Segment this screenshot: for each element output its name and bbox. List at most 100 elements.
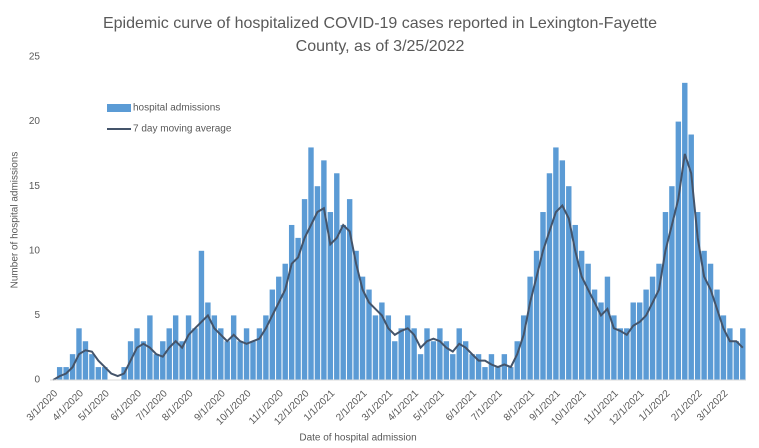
legend-label: 7 day moving average [133,124,232,135]
bar [694,212,701,380]
bar [585,263,591,380]
bar [346,199,353,380]
bar [411,328,417,380]
bar [533,250,540,380]
bar [301,199,308,380]
y-tick-label: 0 [34,375,40,386]
bar [243,328,250,380]
bar [218,328,224,380]
y-tick-label: 20 [29,116,41,127]
bar [282,263,288,380]
bar [462,341,469,380]
bar [566,186,572,380]
bar [366,289,372,380]
bar [192,328,198,380]
bar [237,341,243,380]
bar [179,341,185,380]
bar [591,289,598,380]
y-tick-label: 5 [34,310,40,321]
bar [153,354,160,380]
bar [624,328,630,380]
bar [256,328,263,380]
bar [166,328,172,380]
bar [185,315,192,380]
bar [250,341,256,380]
bar [321,160,327,380]
bar [669,186,675,380]
bar [385,315,392,380]
bar [553,147,559,380]
bar [611,315,617,380]
bar [134,328,140,380]
bar [733,341,740,380]
bar [636,302,643,380]
bar [720,315,727,380]
bar [102,367,108,380]
bar [546,173,553,380]
bar [82,341,89,380]
bar [198,250,205,380]
bar [359,276,366,380]
bar [437,328,443,380]
bar [482,367,488,380]
bar [340,224,346,380]
bar [314,186,321,380]
bar [276,276,282,380]
bar [508,367,514,380]
bar [682,82,688,380]
y-tick-label: 15 [29,181,41,192]
bar [656,263,662,380]
bar [740,328,746,380]
x-axis-label: Date of hospital admission [299,433,416,444]
moving-average-line [52,153,744,381]
bar [288,224,295,380]
bar [630,302,636,380]
bar [643,289,649,380]
bar [495,367,501,380]
bar [327,212,334,380]
bar [398,328,404,380]
bar [450,354,456,380]
bar [430,341,437,380]
bar [572,224,578,380]
bar [417,354,424,380]
bar [160,341,166,380]
bar [379,302,385,380]
bar [578,250,585,380]
bar [295,237,301,380]
bar [540,212,546,380]
bar [649,276,656,380]
y-axis-label: Number of hospital admissions [10,152,21,289]
bar [56,367,63,380]
bar [469,354,475,380]
bar [488,354,495,380]
bar [95,367,102,380]
bar [701,250,707,380]
bar [675,121,682,380]
bar [353,250,359,380]
bar [520,315,527,380]
legend-label: hospital admissions [133,103,220,114]
bar [662,212,669,380]
bar [263,315,269,380]
bar [269,289,276,380]
bar [372,315,379,380]
bar [475,354,482,380]
legend-swatch [107,104,131,112]
bar [688,134,694,380]
bar [443,341,450,380]
bar [224,341,230,380]
bar [727,328,733,380]
bar [501,354,508,380]
bar [598,302,604,380]
bar [334,173,340,380]
bar [559,160,566,380]
bar [89,354,95,380]
bar [527,276,533,380]
bar [617,328,624,380]
bar [392,341,398,380]
chart-title: Epidemic curve of hospitalized COVID-19 … [102,15,658,55]
bar [211,315,218,380]
